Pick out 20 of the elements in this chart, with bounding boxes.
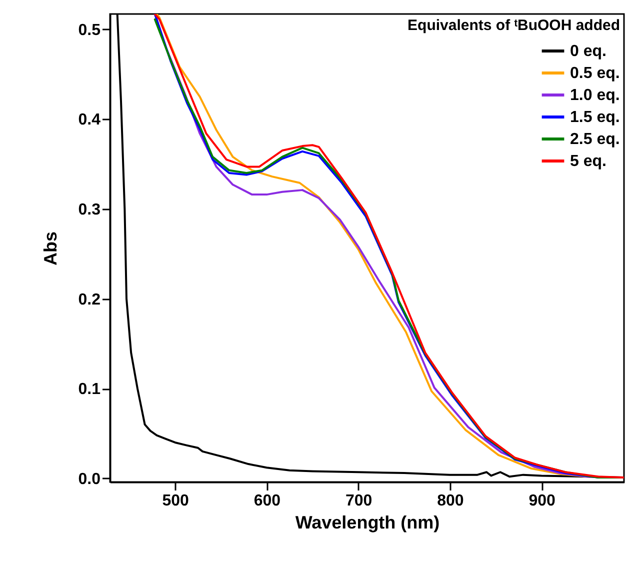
legend-label: 1.0 eq. [570, 87, 620, 104]
y-tick-label: 0.2 [78, 291, 101, 308]
x-axis-title: Wavelength (nm) [295, 512, 440, 532]
y-tick-label: 0.5 [78, 22, 101, 39]
x-tick-label: 900 [528, 492, 556, 510]
x-tick-label: 500 [162, 492, 189, 510]
y-tick-label: 0.1 [78, 381, 101, 398]
legend-title: Equivalents of ᵗBuOOH added [408, 17, 620, 34]
legend-label: 0.5 eq. [570, 65, 620, 82]
legend-label: 1.5 eq. [570, 109, 620, 126]
legend-label: 0 eq. [570, 43, 606, 60]
y-axis-title: Abs [40, 231, 60, 266]
y-tick-label: 0.0 [78, 470, 101, 488]
y-tick-label: 0.4 [78, 112, 101, 129]
x-tick-label: 800 [437, 492, 464, 510]
y-tick-label: 0.3 [78, 201, 101, 218]
x-tick-label: 600 [254, 492, 281, 510]
legend-label: 2.5 eq. [570, 131, 620, 148]
legend-label: 5 eq. [570, 153, 606, 170]
x-tick-label: 700 [345, 492, 372, 510]
